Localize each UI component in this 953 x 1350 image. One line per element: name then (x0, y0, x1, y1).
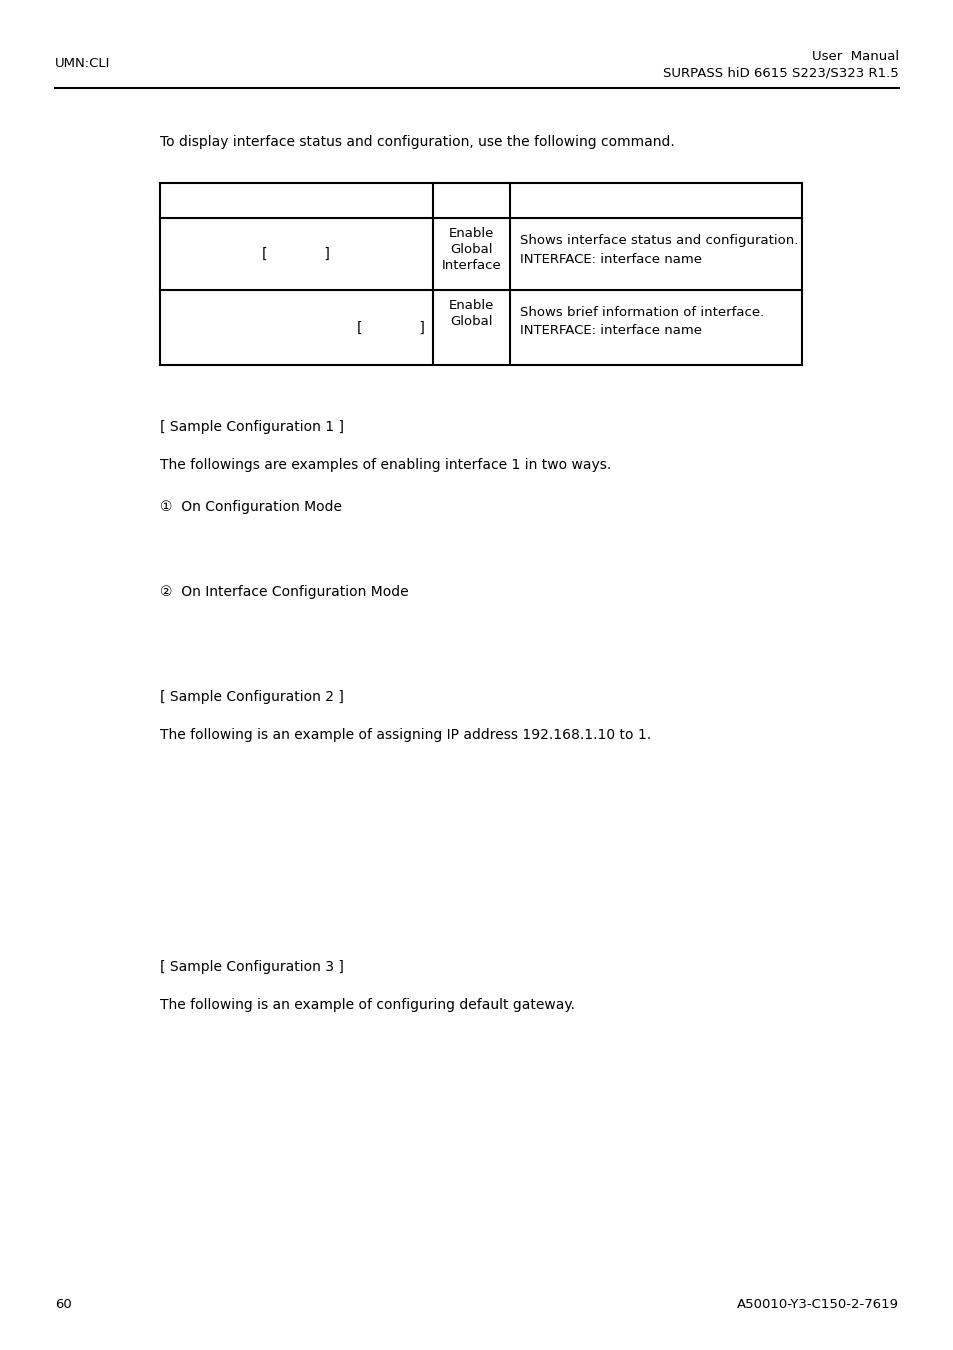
Text: Global: Global (450, 243, 492, 256)
Text: Shows brief information of interface.: Shows brief information of interface. (519, 306, 763, 319)
Text: Global: Global (450, 315, 492, 328)
Text: ①  On Configuration Mode: ① On Configuration Mode (160, 500, 341, 514)
Text: Interface: Interface (441, 259, 500, 271)
Text: Enable: Enable (448, 298, 494, 312)
Text: The following is an example of assigning IP address 192.168.1.10 to 1.: The following is an example of assigning… (160, 728, 651, 743)
Text: SURPASS hiD 6615 S223/S323 R1.5: SURPASS hiD 6615 S223/S323 R1.5 (662, 68, 898, 80)
Text: ②  On Interface Configuration Mode: ② On Interface Configuration Mode (160, 585, 408, 599)
Text: The following is an example of configuring default gateway.: The following is an example of configuri… (160, 998, 575, 1012)
Text: [ Sample Configuration 1 ]: [ Sample Configuration 1 ] (160, 420, 344, 433)
Text: UMN:CLI: UMN:CLI (55, 57, 111, 70)
Text: [             ]: [ ] (356, 320, 424, 335)
Text: INTERFACE: interface name: INTERFACE: interface name (519, 324, 701, 338)
Text: To display interface status and configuration, use the following command.: To display interface status and configur… (160, 135, 674, 148)
Text: A50010-Y3-C150-2-7619: A50010-Y3-C150-2-7619 (737, 1297, 898, 1311)
Text: Shows interface status and configuration.: Shows interface status and configuration… (519, 234, 798, 247)
Text: [ Sample Configuration 3 ]: [ Sample Configuration 3 ] (160, 960, 343, 973)
Text: [             ]: [ ] (262, 247, 330, 261)
Text: The followings are examples of enabling interface 1 in two ways.: The followings are examples of enabling … (160, 458, 611, 472)
Text: Enable: Enable (448, 227, 494, 240)
Text: User  Manual: User Manual (811, 50, 898, 63)
Text: INTERFACE: interface name: INTERFACE: interface name (519, 252, 701, 266)
Text: 60: 60 (55, 1297, 71, 1311)
Text: [ Sample Configuration 2 ]: [ Sample Configuration 2 ] (160, 690, 343, 703)
